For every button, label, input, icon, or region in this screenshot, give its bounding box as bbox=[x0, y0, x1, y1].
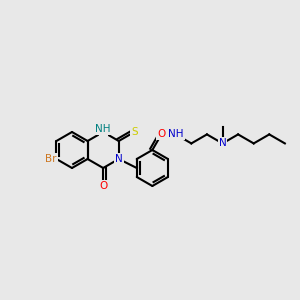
Text: H: H bbox=[100, 126, 107, 136]
Text: N: N bbox=[115, 154, 123, 164]
Text: O: O bbox=[157, 129, 166, 140]
Text: S: S bbox=[131, 127, 138, 137]
Text: NH: NH bbox=[168, 129, 184, 140]
Text: O: O bbox=[99, 181, 107, 191]
Text: N: N bbox=[219, 138, 226, 148]
Text: NH: NH bbox=[95, 124, 111, 134]
Text: N: N bbox=[96, 124, 104, 134]
Text: Br: Br bbox=[45, 154, 57, 164]
